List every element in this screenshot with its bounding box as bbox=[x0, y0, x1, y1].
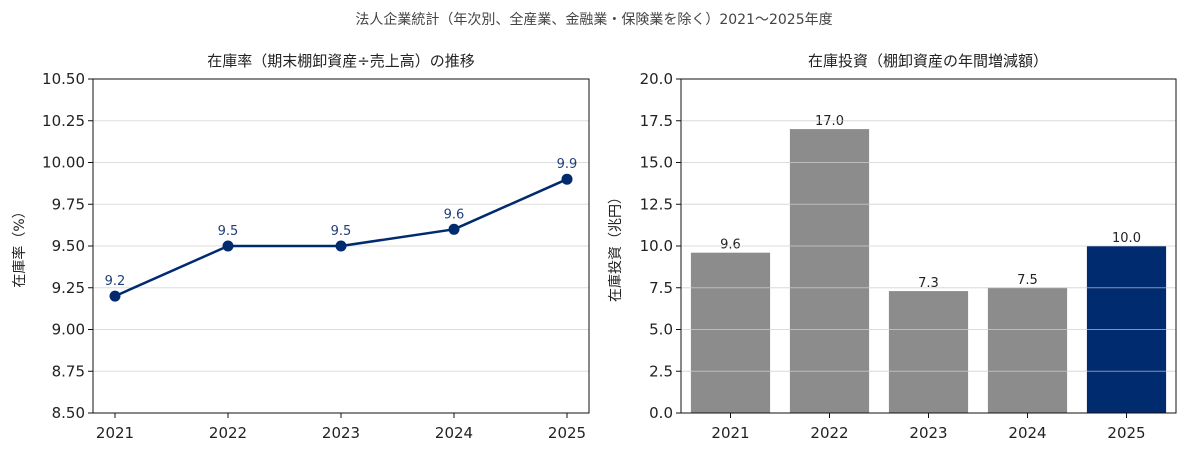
y-tick-label: 17.5 bbox=[640, 112, 673, 130]
y-tick-label: 8.75 bbox=[52, 362, 85, 380]
bar bbox=[690, 252, 771, 413]
inventory-investment-bar-chart: 在庫投資（棚卸資産の年間増減額） 在庫投資（兆円） 9.6 17.0 7.3 7.5 1… bbox=[607, 52, 1177, 442]
x-tick-label: 2024 bbox=[435, 424, 473, 442]
data-label: 10.0 bbox=[1112, 231, 1141, 246]
data-point bbox=[335, 240, 347, 252]
data-point bbox=[561, 173, 573, 185]
y-tick-label: 20.0 bbox=[640, 70, 673, 88]
x-tick-label: 2025 bbox=[548, 424, 586, 442]
y-tick-label: 10.0 bbox=[640, 237, 673, 255]
data-label: 9.9 bbox=[557, 157, 578, 172]
y-tick-label: 10.00 bbox=[42, 154, 85, 172]
data-point bbox=[109, 290, 121, 302]
y-tick-label: 9.00 bbox=[52, 321, 85, 339]
bar-chart-frame bbox=[680, 78, 1177, 414]
line-chart-frame bbox=[92, 78, 590, 414]
x-tick-label: 2021 bbox=[96, 424, 134, 442]
bar bbox=[888, 291, 969, 413]
x-tick-label: 2022 bbox=[810, 424, 848, 442]
figure-suptitle: 法人企業統計（年次別、全産業、金融業・保険業を除く）2021〜2025年度 bbox=[355, 11, 832, 28]
bar-chart-title: 在庫投資（棚卸資産の年間増減額） bbox=[808, 52, 1048, 70]
x-tick-label: 2022 bbox=[209, 424, 247, 442]
x-tick-label: 2021 bbox=[711, 424, 749, 442]
x-tick-label: 2024 bbox=[1008, 424, 1046, 442]
y-tick-label: 10.50 bbox=[42, 70, 85, 88]
y-tick-label: 5.0 bbox=[649, 321, 673, 339]
bar-chart-y-ticks: 0.0 2.5 5.0 7.5 10.0 12.5 15.0 17.5 20.0 bbox=[640, 70, 681, 422]
x-tick-label: 2023 bbox=[909, 424, 947, 442]
y-tick-label: 9.50 bbox=[52, 237, 85, 255]
line-chart-x-ticks: 2021 2022 2023 2024 2025 bbox=[96, 413, 586, 442]
data-point bbox=[222, 240, 234, 252]
data-label: 9.5 bbox=[331, 224, 352, 239]
x-tick-label: 2025 bbox=[1107, 424, 1145, 442]
y-tick-label: 2.5 bbox=[649, 362, 673, 380]
y-tick-label: 15.0 bbox=[640, 154, 673, 172]
x-tick-label: 2023 bbox=[322, 424, 360, 442]
y-tick-label: 9.25 bbox=[52, 279, 85, 297]
data-label: 17.0 bbox=[815, 114, 844, 129]
y-tick-label: 10.25 bbox=[42, 112, 85, 130]
bar-chart-x-ticks: 2021 2022 2023 2024 2025 bbox=[711, 413, 1146, 442]
inventory-ratio-line-chart: 在庫率（期末棚卸資産÷売上高）の推移 在庫率（%） 8.50 8.75 9.00 9.… bbox=[11, 52, 590, 442]
y-tick-label: 8.50 bbox=[52, 404, 85, 422]
y-tick-label: 0.0 bbox=[649, 404, 673, 422]
y-tick-label: 7.5 bbox=[649, 279, 673, 297]
data-label: 7.5 bbox=[1017, 273, 1038, 288]
line-chart-ylabel: 在庫率（%） bbox=[11, 204, 28, 287]
bar-chart-ylabel: 在庫投資（兆円） bbox=[607, 190, 624, 302]
data-label: 9.5 bbox=[218, 224, 239, 239]
data-point bbox=[448, 223, 460, 235]
data-label: 7.3 bbox=[918, 276, 939, 291]
line-chart-title: 在庫率（期末棚卸資産÷売上高）の推移 bbox=[207, 52, 475, 70]
data-label: 9.6 bbox=[444, 207, 465, 222]
line-chart-y-ticks: 8.50 8.75 9.00 9.25 9.50 9.75 10.00 10.25 10.50 bbox=[42, 70, 93, 422]
bar bbox=[987, 287, 1068, 413]
bar-chart-bars: 9.6 17.0 7.3 7.5 10.0 bbox=[681, 114, 1176, 413]
data-label: 9.2 bbox=[105, 274, 126, 289]
bar bbox=[789, 129, 870, 413]
y-tick-label: 9.75 bbox=[52, 195, 85, 213]
data-label: 9.6 bbox=[720, 238, 741, 253]
line-chart-series: 9.2 9.5 9.5 9.6 9.9 bbox=[105, 157, 578, 302]
y-tick-label: 12.5 bbox=[640, 195, 673, 213]
